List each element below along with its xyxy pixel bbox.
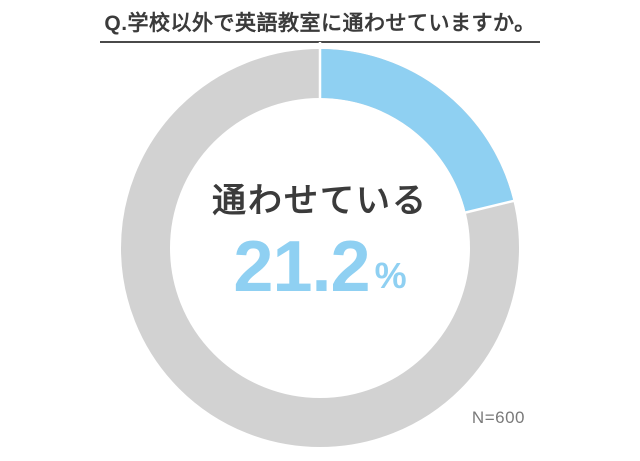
segment-gap-line xyxy=(457,198,521,216)
sample-size-note: N=600 xyxy=(471,408,525,427)
